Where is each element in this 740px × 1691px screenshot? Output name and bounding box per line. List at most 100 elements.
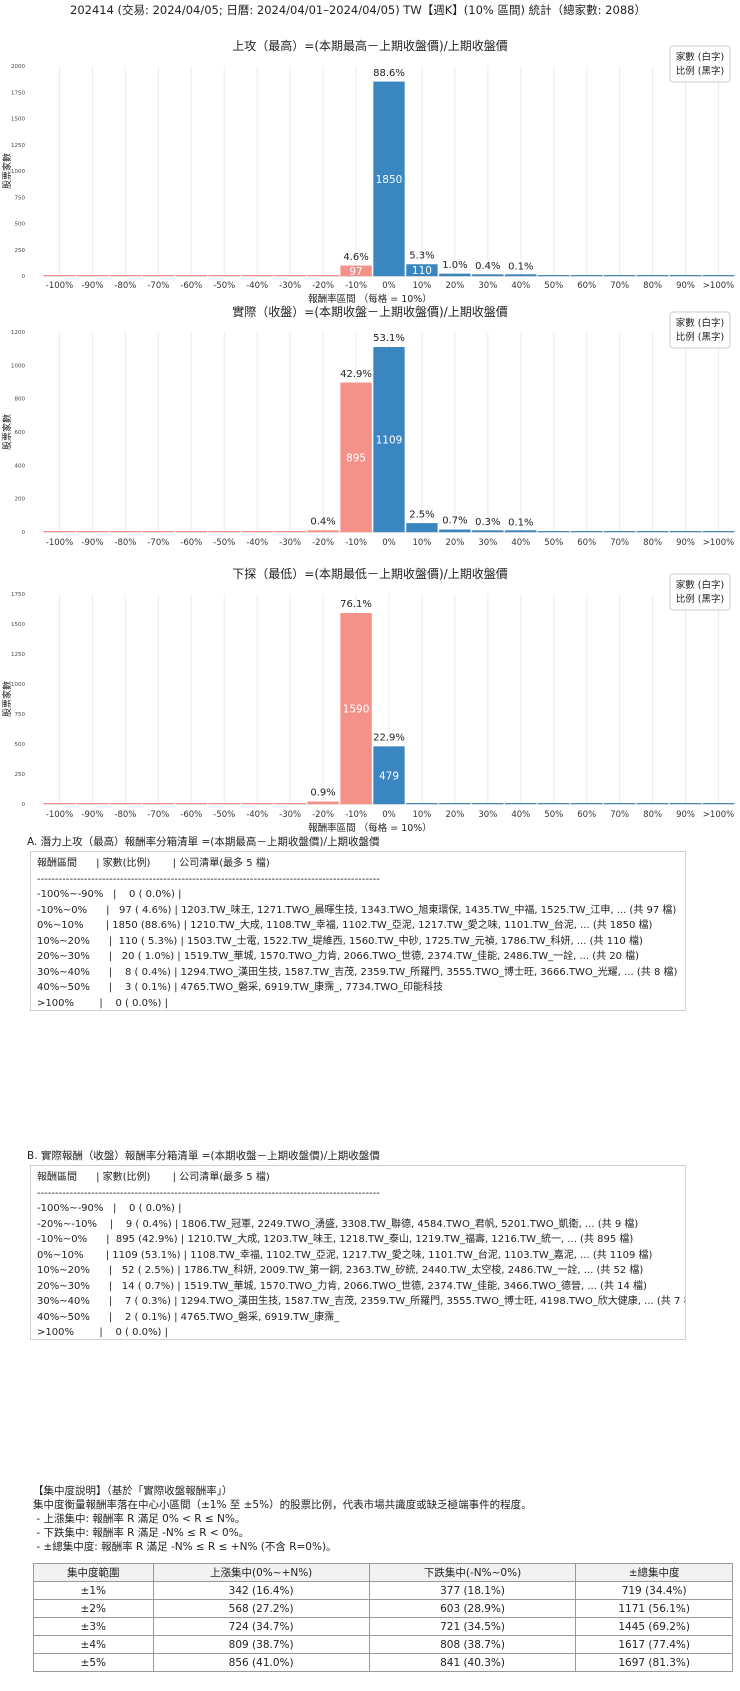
bar [208, 275, 240, 277]
legend-box [669, 45, 731, 83]
bar [241, 275, 273, 277]
x-tick-label: 10% [412, 281, 431, 291]
x-tick-label: -90% [81, 538, 103, 548]
bar [274, 803, 306, 805]
bar-percent-label: 88.6% [373, 68, 405, 79]
bar-percent-label: 1.0% [442, 260, 467, 271]
bar [109, 531, 142, 533]
bar-percent-label: 4.6% [343, 252, 368, 263]
legend: 家數 (白字) 比例 (黑字) [669, 573, 731, 611]
bar [373, 347, 405, 533]
bar [571, 803, 603, 805]
section-b-line: ----------------------------------------… [37, 1187, 380, 1199]
bar [307, 275, 339, 277]
section-b-line: 0%~10% | 1109 (53.1%) | 1108.TW_幸福, 1102… [37, 1249, 653, 1261]
x-tick-label: -30% [279, 810, 301, 820]
bar [340, 613, 372, 805]
x-tick-label: 40% [511, 538, 530, 548]
concentration-line: - 下跌集中: 報酬率 R 滿足 -N% ≤ R < 0%。 [33, 1527, 250, 1539]
x-tick-label: -10% [345, 538, 367, 548]
x-tick-label: 50% [544, 538, 563, 548]
x-tick-label: 90% [676, 281, 695, 291]
x-tick-label: >100% [703, 538, 734, 548]
x-tick-label: 40% [511, 810, 530, 820]
concentration-note: 【集中度說明】（基於「實際收盤報酬率」） 集中度衡量報酬率落在中心小區間（±1% … [33, 1484, 693, 1554]
y-tick-label: 1750 [11, 592, 25, 598]
x-tick-label: >100% [703, 810, 734, 820]
bar-percent-label: 0.7% [442, 516, 467, 527]
x-tick-label: -30% [279, 281, 301, 291]
y-tick-label: 1200 [11, 330, 25, 336]
x-tick-label: 90% [676, 538, 695, 548]
table-cell: ±4% [33, 1635, 154, 1654]
section-a-line: 報酬區間 | 家數(比例) | 公司清單(最多 5 檔) [37, 858, 270, 869]
section-b-line: -100%~-90% | 0 ( 0.0%) | [37, 1203, 182, 1214]
section-a-line: -100%~-90% | 0 ( 0.0%) | [37, 889, 182, 900]
bar [538, 531, 570, 533]
x-tick-label: -40% [246, 281, 268, 291]
x-tick-label: 0% [382, 810, 396, 820]
bar [472, 530, 504, 533]
bar-count-label: 1850 [376, 174, 403, 186]
legend-box [669, 573, 731, 611]
bar [406, 264, 438, 277]
x-tick-label: -90% [81, 810, 103, 820]
y-tick-label: 0 [22, 802, 26, 808]
y-tick-label: 1000 [11, 682, 25, 688]
table-cell: 342 (16.4%) [152, 1581, 370, 1600]
y-axis-label: 股票家數 [1, 414, 13, 450]
bar [669, 531, 702, 533]
bar [604, 531, 636, 533]
x-tick-label: 80% [643, 538, 662, 548]
table-cell: 809 (38.7%) [152, 1635, 370, 1654]
bar [109, 275, 142, 277]
x-tick-label: 70% [610, 810, 629, 820]
x-tick-label: 10% [412, 538, 431, 548]
x-tick-label: 0% [382, 281, 396, 291]
table-cell: ±5% [33, 1653, 154, 1672]
y-tick-label: 1500 [11, 622, 25, 628]
y-tick-label: 500 [15, 222, 26, 228]
chart-downside: 下探（最低）=(本期最低－上期收盤價)/上期收盤價 0 250 500 750 1000 1… [1, 567, 735, 834]
section-b-line: -20%~-10% | 9 ( 0.4%) | 1806.TW_冠軍, 2249… [37, 1218, 639, 1230]
y-tick-label: 1750 [11, 90, 25, 96]
table-cell: 856 (41.0%) [152, 1653, 370, 1672]
y-axis-label: 股票家數 [1, 681, 13, 717]
y-tick-label: 1000 [11, 363, 25, 369]
bar [571, 275, 603, 277]
concentration-line: 【集中度說明】（基於「實際收盤報酬率」） [33, 1485, 233, 1497]
table-cell: ±2% [33, 1599, 154, 1618]
x-tick-label: >100% [703, 281, 734, 291]
x-tick-label: 60% [577, 281, 596, 291]
section-a-line: 0%~10% | 1850 (88.6%) | 1210.TW_大成, 1108… [37, 920, 653, 931]
chart-title: 下探（最低）=(本期最低－上期收盤價)/上期收盤價 [232, 567, 507, 581]
bar [702, 275, 735, 277]
x-tick-label: -40% [246, 810, 268, 820]
table-cell: 1445 (69.2%) [575, 1617, 733, 1636]
x-tick-label: 60% [577, 810, 596, 820]
section-a-line: -10%~0% | 97 ( 4.6%) | 1203.TW_味王, 1271.… [37, 904, 677, 916]
section-a-box: 報酬區間 | 家數(比例) | 公司清單(最多 5 檔) ------------… [30, 851, 686, 1011]
bar-count-label: 1109 [376, 435, 403, 447]
bar [175, 803, 207, 805]
bar [702, 803, 735, 805]
y-tick-label: 0 [22, 274, 26, 280]
section-a-line: 20%~30% | 20 ( 1.0%) | 1519.TW_華城, 1570.… [37, 951, 640, 962]
bar [76, 531, 109, 533]
x-tick-label: 0% [382, 538, 396, 548]
x-tick-label: 70% [610, 538, 629, 548]
bar [307, 530, 339, 533]
bar [571, 531, 603, 533]
bar [472, 274, 504, 277]
chart-actual: 實際（收盤）=(本期收盤－上期收盤價)/上期收盤價 0 200 400 600 800 10… [1, 304, 735, 548]
table-row: ±2% 568 (27.2%) 603 (28.9%) 1171 (56.1%) [33, 1599, 733, 1618]
bar [439, 529, 471, 533]
bar-percent-label: 2.5% [409, 509, 434, 520]
section-b-line: -10%~0% | 895 (42.9%) | 1210.TW_大成, 1203… [37, 1234, 634, 1245]
x-tick-label: 60% [577, 538, 596, 548]
table-row: ±4% 809 (38.7%) 808 (38.7%) 1617 (77.4%) [33, 1635, 733, 1654]
concentration-line: - 上漲集中: 報酬率 R 滿足 0% < R ≤ N%。 [33, 1513, 246, 1525]
x-tick-label: -10% [345, 281, 367, 291]
section-b-line: 20%~30% | 14 ( 0.7%) | 1519.TW_華城, 1570.… [37, 1280, 647, 1292]
x-tick-label: -70% [147, 538, 169, 548]
